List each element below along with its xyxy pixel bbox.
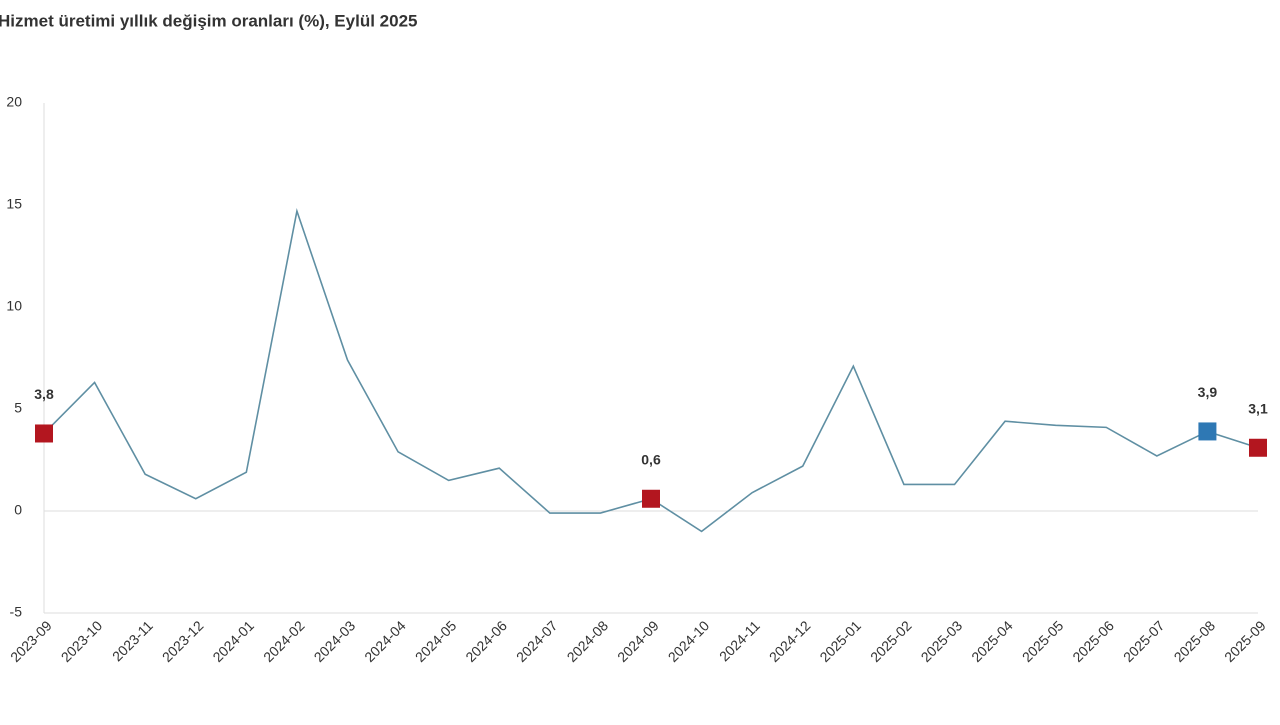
x-tick-label: 2024-11 [716,617,763,664]
x-tick-label: 2025-01 [816,617,864,665]
x-tick-label: 2024-06 [462,617,510,665]
x-tick-label: 2024-12 [766,617,814,665]
x-tick-label: 2025-06 [1069,617,1117,665]
line [43,208,1259,533]
chart-title: Hizmet üretimi yıllık değişim oranları (… [0,11,417,30]
x-tick-label: 2023-09 [7,617,55,665]
x-tick-label: 2025-02 [867,617,915,665]
marker [35,424,53,443]
y-tick-label: 15 [6,196,22,212]
x-tick-label: 2024-01 [209,617,257,665]
x-tick-label: 2025-09 [1221,617,1269,665]
marker [642,489,660,508]
x-tick-label: 2025-08 [1171,617,1219,665]
data-label: 3,1 [1248,400,1268,416]
x-tick-label: 2023-11 [109,617,156,664]
x-tick-label: 2024-04 [361,617,409,665]
y-tick-label: 20 [6,94,22,110]
x-tick-label: 2024-07 [513,617,561,665]
y-tick-label: 0 [14,502,22,518]
data-label: 3,8 [34,386,54,402]
x-tick-label: 2024-03 [311,617,359,665]
x-tick-label: 2023-12 [159,617,207,665]
x-tick-label: 2024-10 [665,617,713,665]
marker [1249,438,1267,457]
x-tick-label: 2024-05 [412,617,460,665]
x-tick-label: 2025-07 [1120,617,1168,665]
marker [1198,422,1217,441]
data-label: 0,6 [641,451,661,467]
y-tick-label: -5 [10,604,23,620]
x-tick-label: 2024-02 [260,617,308,665]
x-tick-label: 2025-03 [918,617,966,665]
x-tick-label: 2024-08 [564,617,612,665]
y-tick-label: 5 [14,400,22,416]
data-label: 3,9 [1198,384,1218,400]
x-tick-label: 2025-04 [968,617,1016,665]
x-tick-label: 2024-09 [614,617,662,665]
x-tick-label: 2025-05 [1019,617,1067,665]
y-tick-label: 10 [6,298,22,314]
x-tick-label: 2023-10 [58,617,106,665]
